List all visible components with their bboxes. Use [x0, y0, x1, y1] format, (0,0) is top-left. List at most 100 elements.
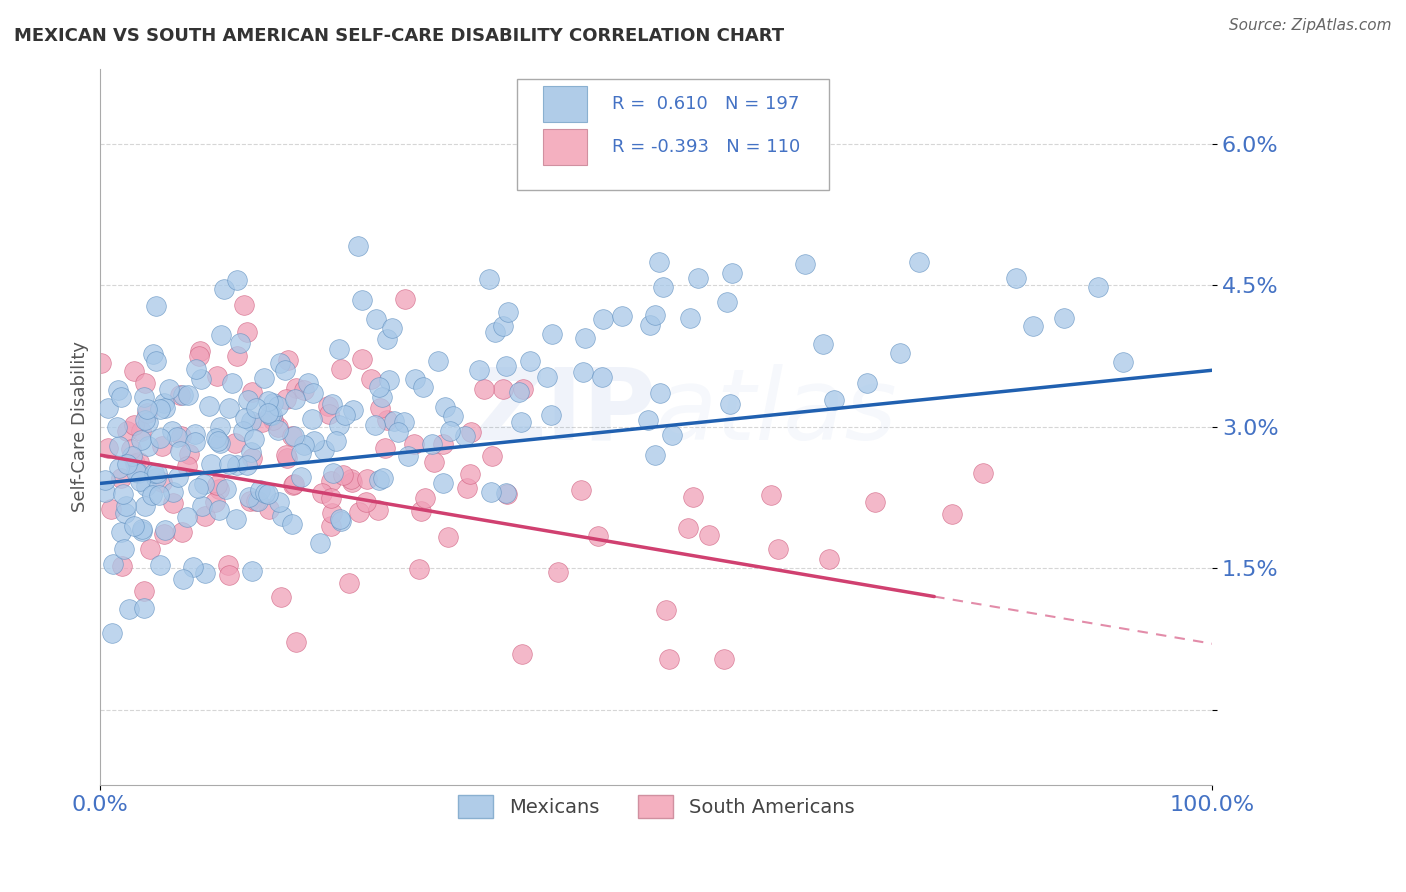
Point	[118, 601, 141, 615]
Point	[818, 552, 841, 566]
Point	[292, 438, 315, 452]
Point	[290, 470, 312, 484]
Point	[132, 583, 155, 598]
Point	[592, 312, 614, 326]
Point	[367, 503, 389, 517]
Point	[170, 524, 193, 539]
Point	[254, 486, 277, 500]
Point	[863, 495, 886, 509]
Point	[855, 376, 877, 390]
Point	[124, 456, 146, 470]
Point	[394, 293, 416, 307]
Point	[205, 431, 228, 445]
Point	[267, 495, 290, 509]
Point	[793, 257, 815, 271]
Point	[304, 434, 326, 448]
Point	[495, 359, 517, 374]
Point	[354, 494, 377, 508]
Legend: Mexicans, South Americans: Mexicans, South Americans	[450, 788, 862, 826]
Point	[495, 487, 517, 501]
Point	[110, 471, 132, 485]
Point	[262, 396, 284, 410]
Point	[107, 383, 129, 397]
Point	[236, 458, 259, 472]
Point	[250, 415, 273, 429]
Point	[167, 470, 190, 484]
Point	[205, 478, 228, 492]
Point	[381, 321, 404, 335]
Point	[811, 336, 834, 351]
Point	[540, 408, 562, 422]
Point	[468, 363, 491, 377]
Point	[574, 330, 596, 344]
Point	[94, 473, 117, 487]
Point	[367, 380, 389, 394]
Point	[153, 523, 176, 537]
Point	[232, 424, 254, 438]
Point	[330, 514, 353, 528]
Point	[166, 430, 188, 444]
Point	[238, 490, 260, 504]
Point	[153, 401, 176, 416]
Point	[458, 467, 481, 481]
Point	[697, 527, 720, 541]
Point	[408, 562, 430, 576]
Point	[267, 420, 290, 434]
Point	[290, 446, 312, 460]
Point	[162, 496, 184, 510]
Point	[181, 560, 204, 574]
Point	[638, 318, 661, 332]
Point	[972, 466, 994, 480]
Point	[239, 414, 262, 428]
Point	[176, 510, 198, 524]
Point	[157, 382, 180, 396]
Point	[478, 272, 501, 286]
Point	[297, 376, 319, 390]
Point	[134, 376, 156, 390]
Point	[371, 390, 394, 404]
Point	[318, 407, 340, 421]
Point	[184, 426, 207, 441]
Point	[129, 474, 152, 488]
Point	[214, 282, 236, 296]
Point	[269, 356, 291, 370]
Point	[245, 401, 267, 416]
Point	[233, 411, 256, 425]
Point	[337, 576, 360, 591]
Point	[131, 522, 153, 536]
Point	[177, 387, 200, 401]
Point	[149, 558, 172, 573]
Point	[108, 439, 131, 453]
Point	[328, 342, 350, 356]
Text: R =  0.610   N = 197: R = 0.610 N = 197	[612, 95, 799, 113]
Point	[232, 298, 254, 312]
Point	[257, 487, 280, 501]
Point	[240, 565, 263, 579]
Point	[125, 465, 148, 479]
Point	[208, 482, 231, 496]
Point	[460, 425, 482, 440]
Point	[823, 393, 845, 408]
Point	[131, 524, 153, 539]
Point	[496, 305, 519, 319]
Point	[172, 572, 194, 586]
Point	[262, 413, 284, 427]
Point	[148, 488, 170, 502]
Point	[194, 566, 217, 580]
Point	[142, 347, 165, 361]
Point	[138, 439, 160, 453]
Point	[266, 423, 288, 437]
Text: ZIP: ZIP	[474, 364, 657, 461]
Point	[325, 434, 347, 449]
Point	[481, 449, 503, 463]
Point	[1052, 310, 1074, 325]
Point	[236, 393, 259, 408]
Point	[371, 470, 394, 484]
Point	[423, 455, 446, 469]
Point	[132, 601, 155, 615]
Point	[256, 407, 278, 421]
Point	[277, 352, 299, 367]
Point	[481, 484, 503, 499]
Point	[360, 371, 382, 385]
Point	[340, 475, 363, 490]
